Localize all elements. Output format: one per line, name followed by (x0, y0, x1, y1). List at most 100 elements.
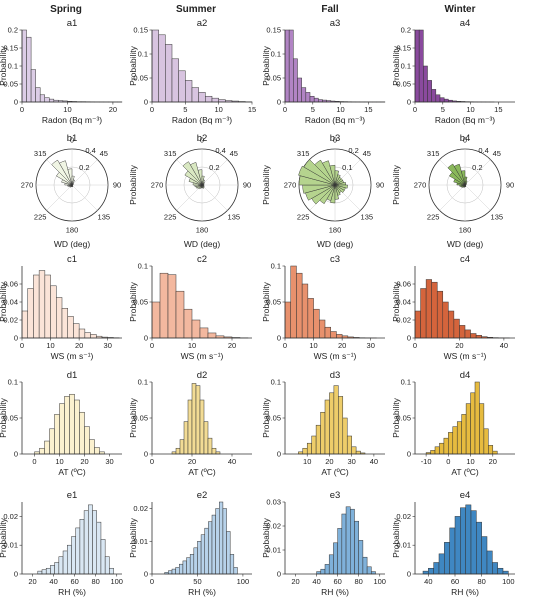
panel-title-a2: a2 (197, 18, 208, 29)
bar-d4 (439, 442, 445, 455)
ytick-label-e1: 0.01 (3, 541, 18, 550)
bar-c1 (84, 332, 91, 339)
polar-angle-label-b1: 90 (113, 181, 121, 190)
bar-d2 (211, 447, 217, 455)
bar-a2 (211, 97, 219, 103)
bar-d1 (94, 447, 100, 455)
bar-a3 (301, 87, 307, 103)
bar-e4 (502, 570, 509, 575)
axes-a2 (151, 30, 252, 103)
bar-e4 (444, 542, 450, 575)
bar-a2 (165, 44, 173, 103)
bar-e4 (476, 521, 482, 575)
ytick-label-d1: 0.1 (8, 378, 18, 387)
bar-a2 (158, 34, 166, 103)
xtick-label-d4: 10 (466, 457, 474, 466)
ytick-label-c1: 0.02 (3, 316, 18, 325)
xtick-label-a4: 0 (413, 105, 417, 114)
ylabel-b2: Probability (128, 164, 138, 204)
xlabel-e2: RH (%) (188, 587, 216, 597)
bar-d4 (430, 450, 436, 455)
bar-c3 (324, 326, 331, 339)
axes-c2 (151, 266, 252, 339)
bar-a1 (26, 36, 32, 103)
panel-title-c4: c4 (460, 254, 470, 265)
polar-spoke-b1 (71, 184, 98, 211)
bar-c4 (475, 335, 482, 339)
bar-e4 (492, 562, 498, 575)
ylabel-c2: Probability (128, 281, 138, 321)
bar-d2 (195, 385, 201, 455)
bar-e4 (460, 507, 466, 575)
xtick-label-a3: 5 (311, 105, 315, 114)
bar-e1 (109, 567, 114, 575)
xtick-label-e3: 60 (333, 577, 341, 586)
bar-a1 (21, 29, 27, 103)
bar-e3 (337, 528, 343, 575)
ytick-label-c4: 0.06 (396, 280, 411, 289)
ytick-label-a3: 0.1 (271, 50, 281, 59)
xtick-label-a2: 0 (150, 105, 154, 114)
bar-e1 (96, 521, 102, 575)
bar-d3 (306, 442, 312, 455)
bar-e3 (333, 542, 338, 575)
panel-e3: e3 0 0.01 0.02 0.03 20 40 60 80 100 RH (%) Probabil… (261, 490, 386, 597)
panel-title-b4: b4 (460, 133, 471, 144)
xtick-label-d1: 0 (32, 457, 36, 466)
ytick-label-d4: 0 (407, 450, 411, 459)
polar-ring-label-b2: 0.4 (215, 146, 225, 155)
bar-e4 (428, 567, 434, 575)
ylabel-e1: Probability (0, 517, 8, 557)
bar-a1 (39, 94, 45, 103)
panel-title-c2: c2 (197, 254, 207, 265)
xlabel-a3: Radon (Bq m⁻³) (305, 115, 365, 125)
polar-angle-label-b1: 270 (21, 181, 34, 190)
season-title-winter: Winter (444, 4, 475, 15)
panel-title-c3: c3 (330, 254, 340, 265)
bar-c4 (436, 290, 444, 339)
xtick-label-e4: 80 (477, 577, 485, 586)
bar-e4 (465, 504, 472, 575)
bar-c3 (301, 283, 309, 339)
bar-d1 (69, 393, 75, 455)
bar-e1 (54, 562, 60, 575)
ytick-label-d2: 0.05 (133, 414, 148, 423)
bar-c3 (296, 272, 303, 339)
bar-e2 (219, 501, 224, 575)
bar-a4 (418, 29, 424, 103)
bar-c4 (414, 310, 421, 339)
bar-d2 (207, 437, 213, 455)
polar-ring-label-b4: 0.2 (472, 163, 482, 172)
panel-title-d3: d3 (330, 370, 341, 381)
polar-angle-label-b3: 135 (361, 213, 374, 222)
bar-c2 (207, 332, 217, 339)
xtick-label-c1: 10 (46, 341, 54, 350)
bar-d1 (84, 426, 90, 455)
xtick-label-d2: 20 (188, 457, 196, 466)
xlabel-c3: WS (m s⁻¹) (314, 351, 357, 361)
xlabel-d1: AT (ºC) (58, 467, 86, 477)
axes-d4 (414, 382, 515, 455)
ytick-label-e4: 0.01 (396, 541, 411, 550)
bar-e2 (233, 567, 238, 575)
bar-a4 (435, 94, 441, 103)
polar-angle-label-b2: 315 (164, 149, 177, 158)
polar-spoke-b1 (46, 184, 73, 211)
bar-a3 (305, 92, 311, 103)
bar-c3 (336, 334, 343, 339)
bar-e3 (358, 540, 364, 575)
bar-c4 (431, 281, 438, 339)
bar-c1 (78, 328, 86, 339)
bar-d3 (320, 411, 326, 455)
bar-e2 (168, 570, 173, 575)
bar-d2 (199, 399, 205, 455)
panel-c3: c3 0 0.05 0.1 0 10 20 30 WS (m s⁻¹) Probability (261, 254, 385, 361)
ytick-label-a4: 0.1 (401, 62, 411, 71)
bar-d2 (183, 421, 189, 455)
xtick-label-e4: 60 (451, 577, 459, 586)
xtick-label-a4: 10 (466, 105, 474, 114)
xtick-label-c1: 0 (20, 341, 24, 350)
bar-c4 (470, 333, 477, 339)
bar-e2 (197, 541, 202, 575)
xtick-label-d3: 20 (325, 457, 333, 466)
